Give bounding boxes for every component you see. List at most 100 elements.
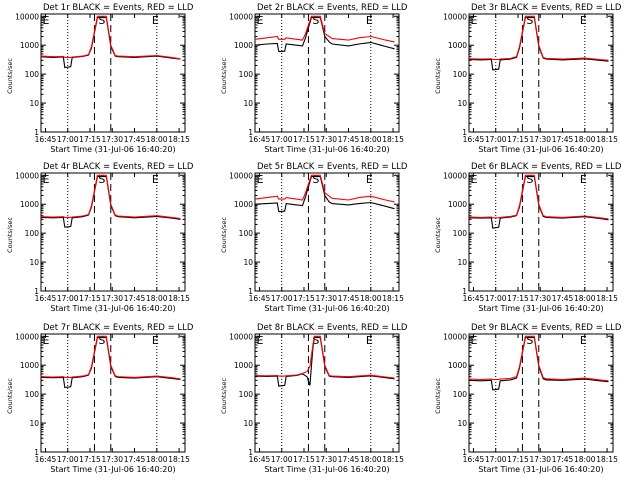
x-tick-label: 18:00 [360,135,382,144]
marker-e: E [580,173,587,186]
x-tick-label: 17:45 [338,455,360,464]
panel-det-1r: Det 1r BLACK = Events, RED = LLD Counts/s… [6,3,194,154]
x-tick-label: 18:15 [168,294,190,303]
x-tick-label: 17:45 [124,135,146,144]
x-tick-label: 17:00 [57,135,79,144]
series-lld [468,335,609,382]
y-tick-label: 100 [239,390,254,399]
x-tick-label: 18:00 [574,294,596,303]
series-lld [40,174,181,220]
y-tick-label: 1 [248,448,253,457]
y-tick-label: 10 [29,419,39,428]
marker-e: E [257,173,264,186]
panel-title: Det 4r BLACK = Events, RED = LLD [43,162,194,172]
y-axis-label: Counts/sec [6,217,14,253]
marker-e: E [580,334,587,347]
y-tick-label: 1 [34,128,39,137]
x-axis-label: Start Time (31-Jul-06 16:40:20) [478,465,603,474]
y-tick-label: 10000 [229,171,253,180]
plot-frame [40,333,186,453]
x-axis-label: Start Time (31-Jul-06 16:40:20) [50,304,175,313]
marker-e: E [152,173,159,186]
x-tick-label: 17:30 [101,135,123,144]
y-tick-label: 1000 [20,200,39,209]
x-axis-label: Start Time (31-Jul-06 16:40:20) [478,304,603,313]
y-tick-label: 1000 [234,361,253,370]
panel-det-7r: Det 7r BLACK = Events, RED = LLD Counts/s… [6,323,194,474]
y-tick-label: 100 [453,70,468,79]
plot-frame [254,13,400,133]
x-tick-label: 17:30 [315,455,337,464]
marker-s: S [98,173,105,186]
marker-e: E [471,173,478,186]
series-lld [254,15,395,43]
y-axis-label: Counts/sec [434,378,442,414]
x-tick-label: 17:30 [315,294,337,303]
panel-det-5r: Det 5r BLACK = Events, RED = LLD Counts/s… [220,162,408,313]
y-tick-label: 10 [243,258,253,267]
plot-frame [468,333,614,453]
x-tick-label: 17:45 [552,294,574,303]
marker-e: E [471,334,478,347]
x-tick-label: 17:00 [485,135,507,144]
x-axis-label: Start Time (31-Jul-06 16:40:20) [50,145,175,154]
y-axis-label: Counts/sec [220,58,228,94]
y-tick-label: 10000 [15,171,39,180]
panel-det-2r: Det 2r BLACK = Events, RED = LLD Counts/s… [220,3,408,154]
y-tick-label: 1 [34,448,39,457]
x-tick-label: 18:00 [146,294,168,303]
y-tick-label: 10 [29,258,39,267]
x-tick-label: 18:00 [574,455,596,464]
x-tick-label: 17:30 [529,294,551,303]
x-tick-label: 17:30 [315,135,337,144]
x-tick-label: 17:00 [57,294,79,303]
series-lld [468,15,609,61]
y-tick-label: 1 [248,128,253,137]
y-tick-label: 100 [453,229,468,238]
marker-s: S [312,334,319,347]
y-tick-label: 10 [29,99,39,108]
x-tick-label: 17:45 [338,294,360,303]
x-tick-label: 17:15 [507,294,529,303]
marker-e: E [366,334,373,347]
marker-e: E [257,334,264,347]
marker-e: E [152,334,159,347]
x-tick-label: 18:00 [146,455,168,464]
panel-det-4r: Det 4r BLACK = Events, RED = LLD Counts/s… [6,162,194,313]
y-tick-label: 10000 [443,332,467,341]
x-tick-label: 17:15 [79,135,101,144]
x-tick-label: 17:30 [101,294,123,303]
y-tick-label: 1 [462,128,467,137]
x-tick-label: 17:00 [271,135,293,144]
panel-title: Det 5r BLACK = Events, RED = LLD [257,162,408,172]
panel-title: Det 1r BLACK = Events, RED = LLD [43,3,194,13]
x-tick-label: 18:00 [574,135,596,144]
marker-e: E [43,14,50,27]
y-tick-label: 10000 [15,332,39,341]
y-tick-label: 1000 [448,200,467,209]
x-tick-label: 16:45 [35,135,57,144]
x-tick-label: 18:15 [596,135,618,144]
series-lld [254,174,395,203]
marker-s: S [526,14,533,27]
x-tick-label: 17:00 [57,455,79,464]
plot-frame [254,172,400,292]
marker-e: E [580,14,587,27]
y-tick-label: 100 [25,390,40,399]
x-tick-label: 17:45 [552,135,574,144]
y-tick-label: 1000 [234,41,253,50]
x-tick-label: 16:45 [249,294,271,303]
plot-frame [468,172,614,292]
x-tick-label: 17:00 [271,455,293,464]
y-tick-label: 10 [457,258,467,267]
y-tick-label: 1 [34,287,39,296]
y-tick-label: 1000 [234,200,253,209]
y-tick-label: 1000 [20,41,39,50]
y-tick-label: 10 [457,99,467,108]
y-tick-label: 10000 [229,332,253,341]
marker-e: E [43,334,50,347]
series-events [254,17,395,53]
x-axis-label: Start Time (31-Jul-06 16:40:20) [264,465,389,474]
x-tick-label: 17:15 [507,135,529,144]
y-axis-label: Counts/sec [6,58,14,94]
